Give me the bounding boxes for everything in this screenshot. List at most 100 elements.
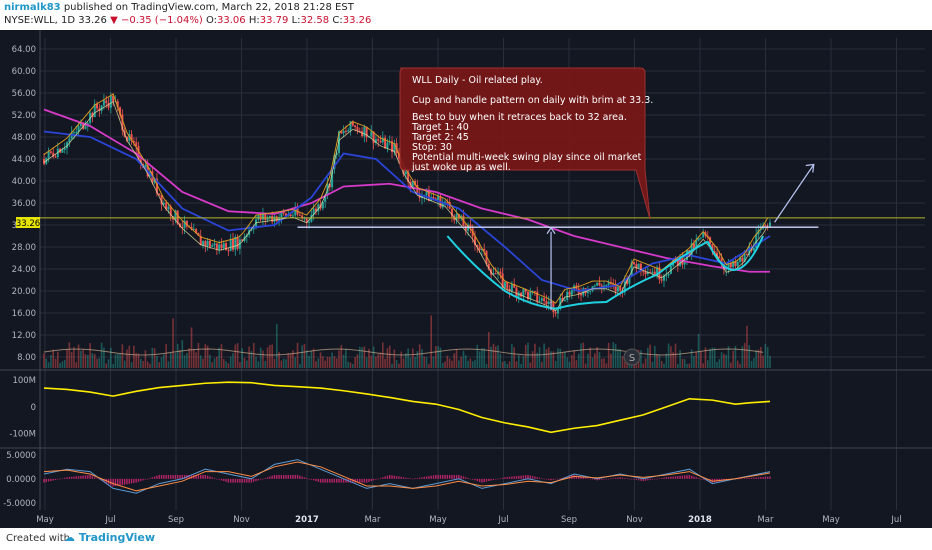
candle-body [185, 220, 188, 227]
volume-bar [262, 350, 264, 368]
volume-bar [709, 348, 711, 368]
macd-hist-bar [278, 474, 280, 479]
candle-body [752, 247, 755, 251]
macd-hist-bar [504, 477, 506, 479]
volume-bar [361, 347, 363, 368]
chart-area[interactable]: 64.00 60.00 56.00 52.00 48.00 44.00 40.00 36.00… [0, 30, 932, 528]
macd-hist-bar [649, 478, 651, 480]
candle-body [257, 215, 260, 220]
volume-bar [305, 350, 308, 368]
macd-hist-bar [428, 476, 430, 479]
candle-body [561, 297, 564, 302]
candle-body [273, 216, 276, 222]
volume-bar [229, 356, 232, 368]
candle-body [547, 301, 550, 305]
candle-body [499, 271, 502, 274]
publish-info: published on TradingView.com, March 22, … [63, 2, 354, 13]
candle-body [614, 284, 617, 292]
y-tick-label: 56.00 [12, 89, 36, 99]
macd-hist-bar [665, 477, 667, 479]
volume-bar [702, 363, 704, 368]
macd-hist-bar [216, 478, 218, 480]
volume-bar [718, 359, 721, 368]
volume-bar [130, 362, 133, 368]
candle-body [718, 256, 721, 259]
volume-bar [425, 357, 428, 368]
volume-bar [713, 347, 716, 368]
volume-bar [630, 363, 633, 368]
volume-bar [598, 352, 601, 368]
macd-hist-bar [282, 474, 285, 479]
author-link[interactable]: nirmalk83 [4, 2, 61, 13]
volume-bar [163, 354, 165, 368]
candle-body [225, 243, 228, 251]
volume-bar [222, 359, 225, 368]
macd-hist-bar [160, 474, 163, 479]
macd-hist-bar [77, 476, 80, 479]
volume-bar [748, 345, 751, 368]
macd-hist-bar [601, 478, 603, 480]
volume-bar [757, 349, 760, 368]
candle-body [527, 291, 529, 299]
volume-bar [474, 359, 476, 368]
macd-hist-bar [292, 474, 294, 479]
candle-body [107, 102, 110, 108]
macd-hist-bar [225, 478, 227, 482]
macd-hist-bar [68, 477, 71, 479]
obv-tick-label: 100M [12, 376, 36, 386]
volume-bar [614, 343, 617, 368]
volume-bar [303, 343, 306, 368]
candle-body [84, 126, 87, 129]
tradingview-logo[interactable]: ☁ TradingView [64, 531, 156, 544]
macd-hist-bar [386, 475, 389, 479]
candle-body [748, 246, 751, 255]
volume-bar [453, 353, 456, 368]
candle-body [252, 227, 255, 230]
volume-bar [211, 362, 214, 368]
candle-body [483, 248, 486, 251]
macd-hist-bar [287, 474, 290, 479]
macd-hist-bar [179, 474, 181, 479]
volume-bar [326, 356, 329, 368]
volume-bar [149, 363, 151, 368]
macd-hist-bar [561, 477, 564, 479]
volume-bar [617, 349, 619, 368]
candle-body [342, 130, 345, 134]
volume-bar [315, 361, 317, 368]
annotation-note[interactable]: WLL Daily - Oil related play. Cup and ha… [399, 67, 653, 220]
macd-hist-bar [488, 478, 490, 482]
candle-body [167, 206, 170, 210]
macd-hist-bar [326, 478, 329, 483]
macd-hist-bar [312, 478, 315, 481]
macd-hist-bar [448, 474, 451, 479]
macd-hist-bar [165, 474, 167, 479]
annotation-line-5: Target 2: 45 [411, 132, 469, 143]
macd-hist-bar [250, 478, 253, 483]
macd-hist-bar [269, 476, 271, 479]
macd-hist-bar [610, 478, 612, 480]
macd-hist-bar [536, 477, 538, 479]
macd-hist-bar [755, 477, 757, 479]
volume-bar [193, 349, 195, 368]
macd-hist-bar [637, 478, 640, 481]
price-badge-label: 33.26 [16, 219, 40, 229]
candle-body [165, 202, 168, 210]
volume-bar [156, 356, 158, 368]
volume-bar [411, 348, 414, 368]
candle-body [75, 131, 78, 133]
candle-body [137, 145, 140, 160]
y-tick-label: 20.00 [12, 287, 36, 297]
target-arrow-line [774, 164, 815, 223]
candle-body [402, 167, 405, 175]
y-tick-label: 24.00 [12, 265, 36, 275]
volume-bar [481, 348, 483, 368]
volume-bar [750, 360, 753, 368]
macd-hist-bar [310, 478, 313, 480]
volume-bar [444, 361, 446, 368]
volume-bar [80, 350, 82, 368]
macd-hist-bar [156, 475, 158, 479]
candle-body [646, 271, 649, 275]
macd-line [43, 459, 771, 494]
macd-hist-bar [236, 478, 239, 483]
volume-bar [234, 344, 237, 368]
